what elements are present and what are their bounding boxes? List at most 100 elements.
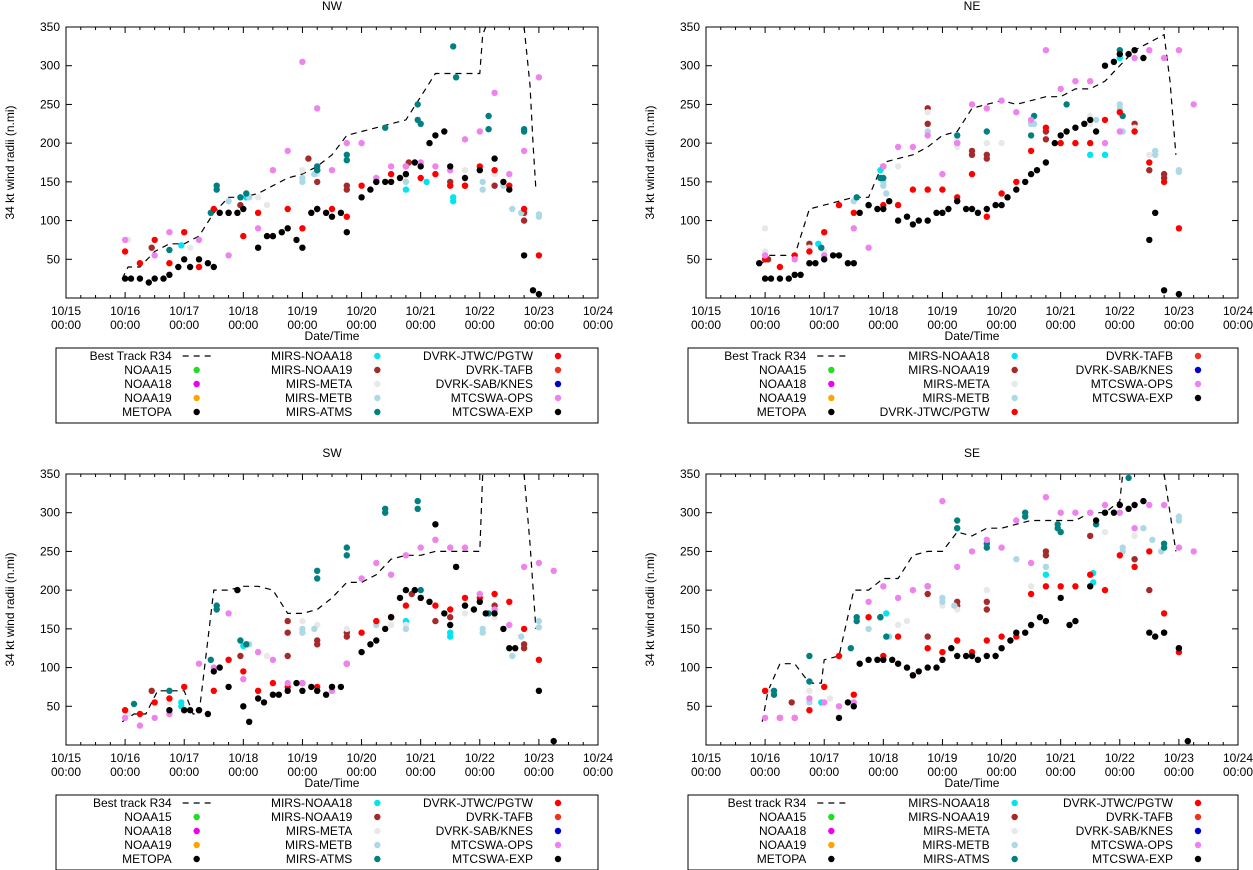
data-point [1042,47,1050,54]
data-point [491,155,498,162]
legend-dot-symbol [193,394,200,402]
data-point [1027,170,1035,178]
data-point [284,687,291,694]
data-point [844,260,852,267]
data-point [246,718,253,725]
data-point [924,633,931,640]
data-point [535,656,543,663]
data-point [853,617,860,625]
series-mtcswa-ops [121,58,543,259]
data-point [1021,513,1029,520]
legend-item: DVRK-JTWC/PGTW [423,796,562,810]
data-point [968,101,976,108]
data-point [461,174,469,182]
data-point [1160,610,1168,617]
data-point [894,217,902,224]
x-tick-label-time: 00:00 [583,765,613,779]
data-point [175,263,182,271]
data-point [479,186,486,193]
data-point [136,722,144,729]
data-point [275,691,282,698]
data-point [962,205,970,213]
legend-label: NOAA19 [759,391,807,405]
best-track-line [761,474,1124,722]
data-point [550,567,557,574]
data-point [299,687,306,694]
data-point [240,232,247,240]
data-point [821,229,828,236]
data-point [806,678,813,685]
data-point [1072,583,1079,590]
legend-dot-symbol [374,855,381,863]
legend-dot-symbol [1011,366,1018,374]
data-point [1063,101,1070,108]
legend-item: NOAA19 [759,391,835,405]
data-point [1087,116,1094,124]
data-point [954,637,961,644]
data-point [1160,54,1168,62]
x-tick-label-day: 10/17 [169,304,199,318]
data-point [954,525,961,532]
x-tick-label-time: 00:00 [1046,318,1076,332]
legend-item: MTCSWA-EXP [452,852,562,866]
data-point [853,194,860,201]
data-point [1160,287,1168,294]
data-point [367,186,374,193]
data-point [299,167,306,174]
data-point [358,194,365,201]
data-point [1160,501,1168,509]
data-point [1042,552,1050,559]
data-point [1013,629,1020,636]
data-point [1131,54,1138,62]
legend-item: MIRS-NOAA19 [271,810,381,824]
data-point [983,128,990,135]
legend-label: MIRS-ATMS [286,405,352,419]
y-tick-label: 100 [680,661,700,675]
data-point [432,602,439,609]
plot-area [756,33,1197,298]
legend-label: Best track R34 [93,796,172,810]
legend-label: MIRS-NOAA19 [271,810,353,824]
legend-dot-symbol [828,366,835,374]
x-tick-label-time: 00:00 [524,765,554,779]
data-point [151,699,158,706]
x-tick-label-time: 00:00 [691,318,721,332]
data-point [343,660,350,667]
data-point [1057,509,1064,516]
data-point [411,159,418,166]
legend-label: DVRK-SAB/KNES [436,377,533,391]
x-tick-label-time: 00:00 [1164,765,1194,779]
legend-label: DVRK-SAB/KNES [1076,363,1173,377]
data-point [968,205,976,213]
data-point [299,174,306,182]
legend-item: METOPA [122,405,200,419]
x-tick-label-time: 00:00 [750,318,780,332]
data-point [1175,544,1183,551]
data-point [506,621,513,629]
data-point [447,163,454,170]
data-point [924,664,931,671]
data-point [983,586,990,594]
data-point [1175,225,1183,232]
data-point [992,201,999,209]
x-tick-label-day: 10/20 [987,304,1017,318]
data-point [865,598,872,605]
series-mirs-noaa19 [148,590,528,694]
legend-item: DVRK-SAB/KNES [436,824,562,838]
x-axis-label: Date/Time [305,329,360,343]
plot-frame [705,26,1239,299]
legend-item: MIRS-META [923,824,1018,838]
data-point [263,652,271,660]
data-point [894,163,902,170]
y-tick-label: 100 [680,214,700,228]
x-tick-label-day: 10/17 [169,751,199,765]
data-point [181,229,188,236]
data-point [948,645,955,652]
x-tick-label-time: 00:00 [465,765,495,779]
legend-dot-symbol [828,827,835,835]
data-point [1042,583,1050,590]
legend-label: MIRS-META [286,824,352,838]
y-tick-label: 150 [680,622,700,636]
data-point [432,163,439,170]
legend-dot-symbol [1194,813,1202,821]
